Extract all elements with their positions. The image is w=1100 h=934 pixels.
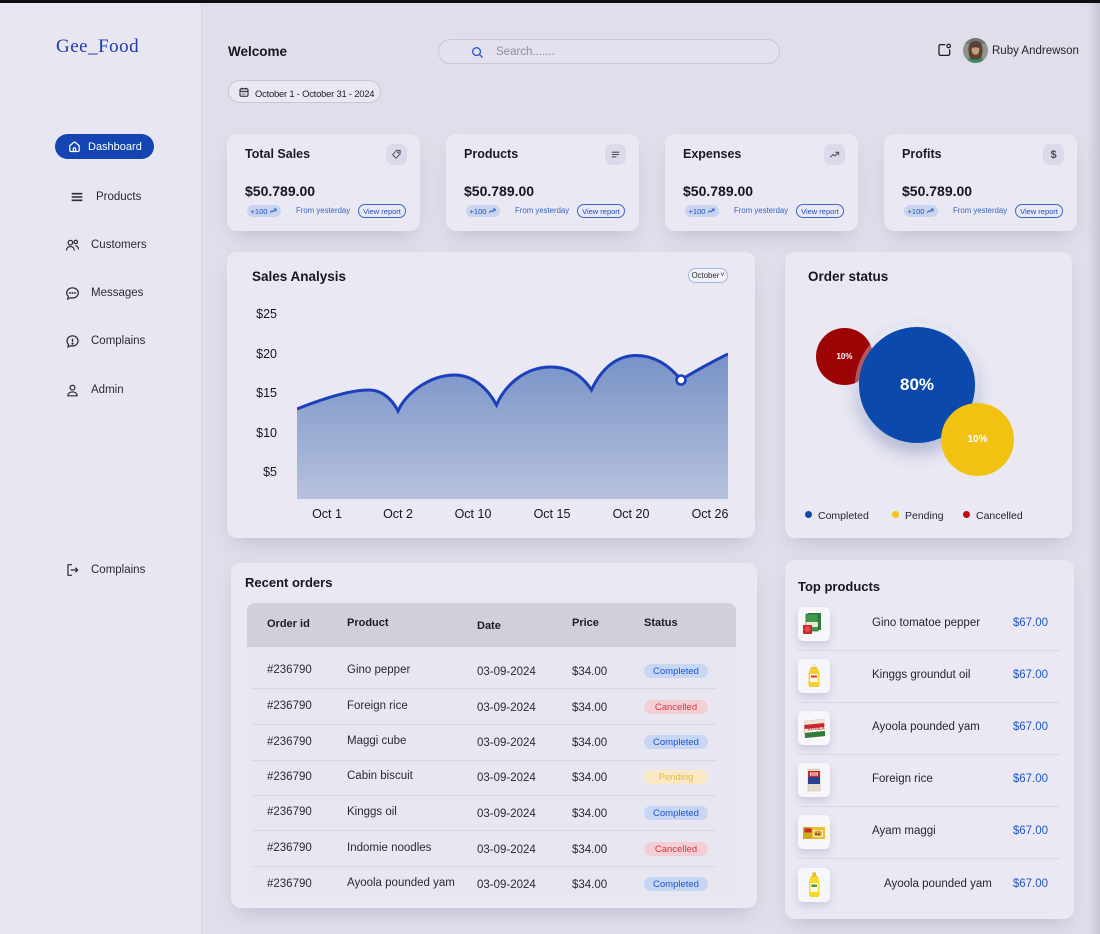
svg-text:RICE: RICE (811, 772, 817, 776)
svg-text:AYOOLA: AYOOLA (808, 725, 825, 731)
